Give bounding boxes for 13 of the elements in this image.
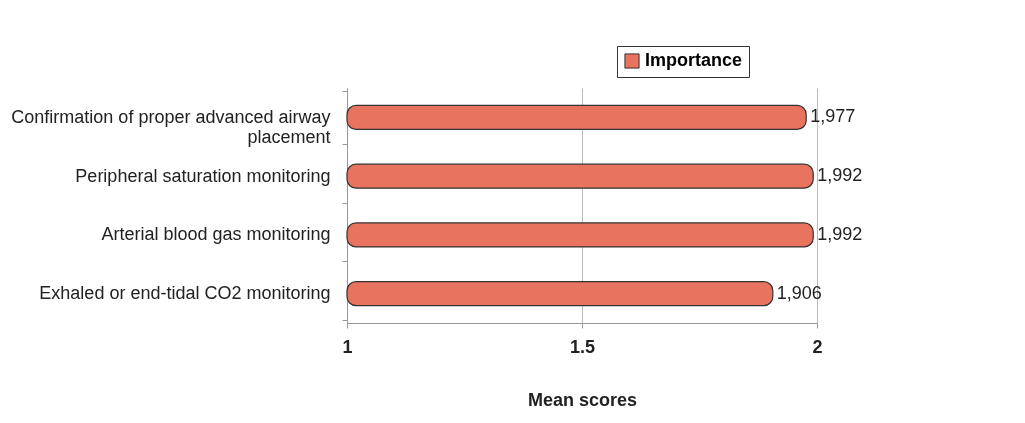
x-tick-label: 2 (812, 336, 823, 357)
text: 1,992 (817, 223, 863, 244)
y-tick-label: Exhaled or end-tidal CO2 monitoring (39, 283, 331, 304)
x-tick-label: 1.5 (569, 336, 596, 357)
x-tick-label: 1 (342, 336, 353, 357)
y-tick-label: Arterial blood gas monitoring (101, 224, 331, 245)
text: 1,977 (810, 106, 856, 127)
legend-label: Importance (645, 50, 743, 70)
text: 1,906 (776, 282, 822, 303)
x-axis-title: Mean scores (527, 389, 638, 410)
text: 1,992 (817, 165, 863, 186)
y-tick-label: Confirmation of proper advanced airway placement (11, 106, 331, 147)
y-tick-label: Peripheral saturation monitoring (75, 165, 331, 186)
